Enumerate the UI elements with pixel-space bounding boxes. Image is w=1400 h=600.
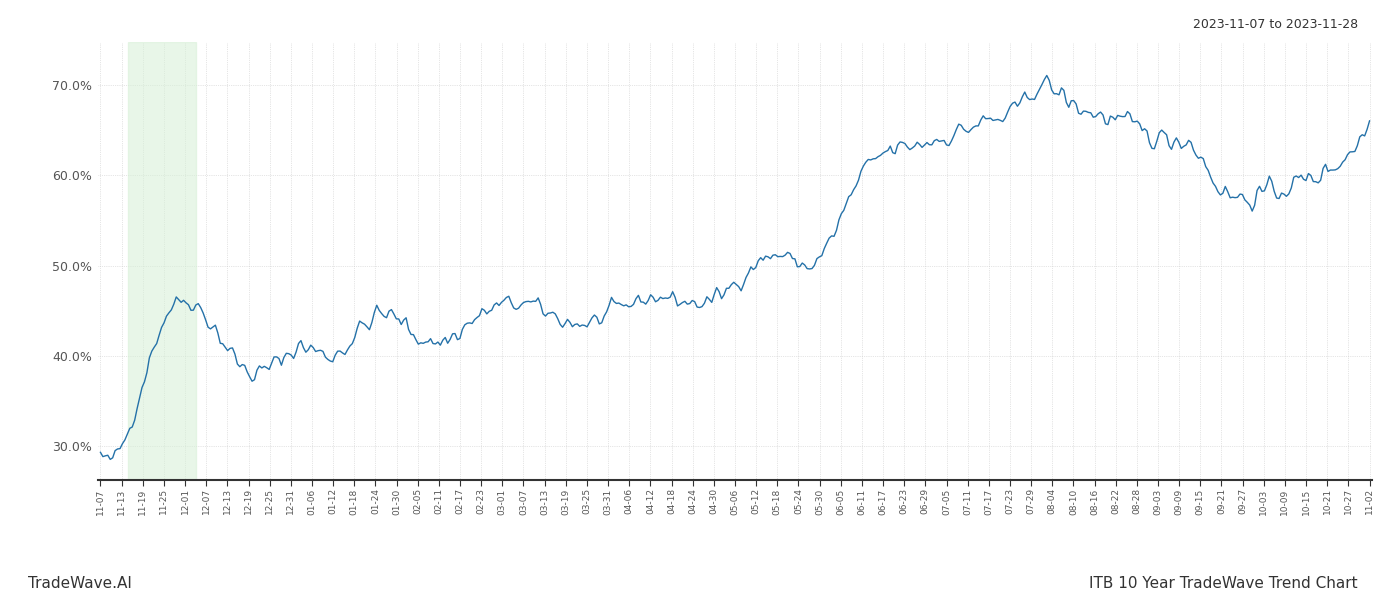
Text: TradeWave.AI: TradeWave.AI <box>28 576 132 591</box>
Text: ITB 10 Year TradeWave Trend Chart: ITB 10 Year TradeWave Trend Chart <box>1089 576 1358 591</box>
Text: 2023-11-07 to 2023-11-28: 2023-11-07 to 2023-11-28 <box>1193 18 1358 31</box>
Bar <box>129 42 196 480</box>
